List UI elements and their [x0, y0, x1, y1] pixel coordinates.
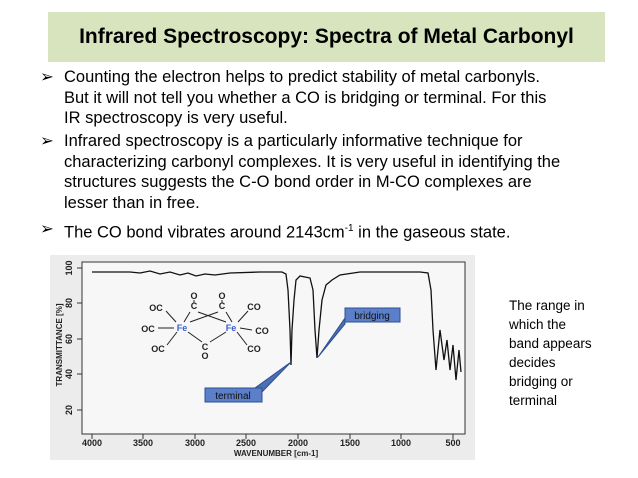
atom-label: O [218, 291, 225, 301]
x-tick-label: 1000 [391, 438, 411, 448]
x-tick-label: 4000 [82, 438, 102, 448]
x-tick-label: 2000 [288, 438, 308, 448]
bullet-line: IR spectroscopy is very useful. [64, 109, 288, 127]
y-tick-labels: 100 80 60 40 20 TRANSMITTANCE [%] [55, 260, 74, 415]
bullet-line: But it will not tell you whether a CO is… [64, 88, 547, 107]
bullet: ➢ Counting the electron helps to predict… [40, 67, 546, 129]
atom-label: O [190, 291, 197, 301]
y-tick-label: 20 [64, 405, 74, 415]
bullet-text: The CO bond vibrates around 2143cm [64, 223, 345, 242]
bullet-line: lesser than in free. [64, 193, 200, 212]
x-tick-label: 1500 [340, 438, 360, 448]
x-tick-label: 2500 [236, 438, 256, 448]
x-tick-label: 3500 [133, 438, 153, 448]
bullet-marker: ➢ [40, 220, 54, 238]
structure-labels: O C O C OC CO OC Fe Fe CO OC C O CO [141, 291, 269, 361]
atom-label: OC [141, 324, 155, 334]
x-tick-label: 500 [445, 438, 460, 448]
side-note: The range in which the band appears deci… [509, 296, 592, 410]
bullet-marker: ➢ [40, 132, 54, 150]
bullet: ➢ Infrared spectroscopy is a particularl… [40, 131, 560, 213]
callouts: bridging terminal [204, 307, 401, 403]
bullet-line: characterizing carbonyl complexes. It is… [64, 152, 561, 171]
bullet-line: Infrared spectroscopy is a particularly … [64, 132, 523, 150]
bullet-line: structures suggests the C-O bond order i… [64, 173, 532, 191]
note-line: band appears [509, 336, 592, 351]
atom-label: C [191, 301, 198, 311]
ticks [77, 267, 454, 439]
atom-label: CO [247, 302, 261, 312]
x-axis-label: WAVENUMBER [cm-1] [234, 449, 319, 458]
y-tick-label: 100 [64, 260, 74, 275]
note-line: decides [509, 355, 556, 370]
note-line: bridging or [509, 374, 573, 389]
callout-label: terminal [215, 391, 251, 402]
x-tick-labels: 4000 3500 3000 2500 2000 1500 1000 500 W… [82, 438, 461, 458]
bullet: ➢ The CO bond vibrates around 2143cm-1 i… [40, 219, 510, 243]
atom-label: C [219, 301, 226, 311]
superscript: -1 [344, 223, 354, 234]
atom-label: OC [151, 344, 165, 354]
note-line: which the [509, 317, 567, 332]
atom-label: Fe [177, 323, 188, 333]
atom-label: OC [149, 303, 163, 313]
callout-label: bridging [354, 311, 390, 322]
y-tick-label: 60 [64, 334, 74, 344]
note-line: terminal [509, 393, 558, 408]
y-tick-label: 40 [64, 369, 74, 379]
atom-label: O [201, 351, 208, 361]
y-axis-label: TRANSMITTANCE [%] [55, 303, 64, 386]
atom-label: CO [255, 326, 269, 336]
callout-box [344, 307, 401, 323]
bullet-line: Counting the electron helps to predict s… [64, 68, 541, 86]
x-tick-label: 3000 [185, 438, 205, 448]
plot-frame [81, 261, 466, 435]
atom-label: Fe [226, 323, 237, 333]
structure-bonds [158, 300, 253, 346]
callout-box [204, 387, 263, 403]
note-line: The range in [509, 298, 585, 313]
atom-label: CO [247, 344, 261, 354]
bullet-text: in the gaseous state. [353, 223, 511, 242]
atom-label: C [202, 342, 209, 352]
spectrum-line [92, 270, 462, 381]
bullet-marker: ➢ [40, 68, 54, 86]
slide-title: Infrared Spectroscopy: Spectra of Metal … [48, 12, 605, 62]
y-tick-label: 80 [64, 298, 74, 308]
